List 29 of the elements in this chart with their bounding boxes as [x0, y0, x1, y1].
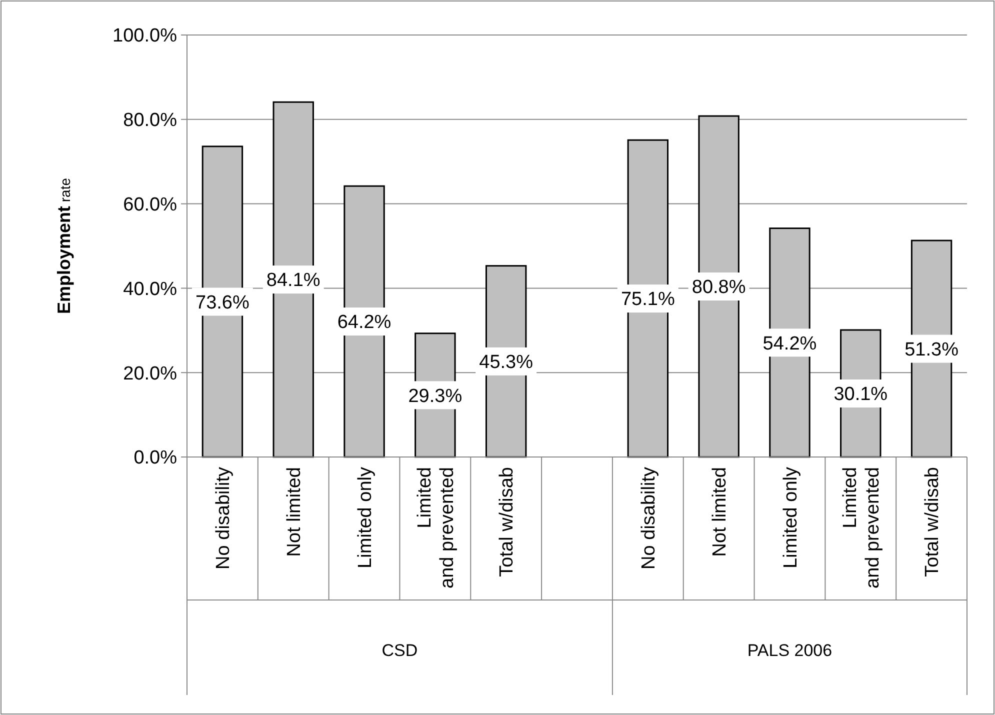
data-label: 80.8% — [692, 277, 746, 298]
text: PALS 2006 — [747, 640, 832, 660]
data-label: 30.1% — [834, 384, 888, 406]
data-label: 54.2% — [762, 333, 817, 354]
x-tick-label: Limited only — [354, 466, 376, 568]
data-label: 51.3% — [904, 339, 959, 360]
data-label: 29.3% — [408, 386, 462, 407]
data-label: 73.6% — [196, 292, 250, 314]
x-tick-label: Limited only — [780, 466, 802, 568]
x-tick-label: Limited and prevented — [414, 467, 458, 588]
x-tick-label: Not limited — [709, 467, 730, 557]
x-tick-label: No disability — [213, 466, 234, 570]
y-tick-label: 60.0% — [123, 194, 178, 216]
x-tick-label: Not limited — [284, 467, 306, 557]
data-label: 75.1% — [620, 289, 675, 310]
data-label: 64.2% — [337, 312, 392, 334]
x-tick-label: Total w/disab — [922, 467, 944, 577]
y-tick-label: 100.0% — [112, 26, 178, 47]
y-tick-label: 40.0% — [123, 278, 178, 300]
text: CSD — [382, 640, 418, 660]
y-tick-label: 80.0% — [123, 110, 178, 132]
y-tick-label: 0.0% — [134, 448, 178, 469]
y-axis-title: Employment rate — [54, 178, 74, 314]
data-label: 45.3% — [479, 352, 534, 374]
x-tick-label: No disability — [638, 466, 660, 570]
x-tick-label: Limited and prevented — [840, 467, 884, 588]
data-label: 84.1% — [266, 270, 320, 292]
y-tick-label: 20.0% — [123, 363, 178, 384]
x-tick-label: Total w/disab — [496, 467, 518, 577]
